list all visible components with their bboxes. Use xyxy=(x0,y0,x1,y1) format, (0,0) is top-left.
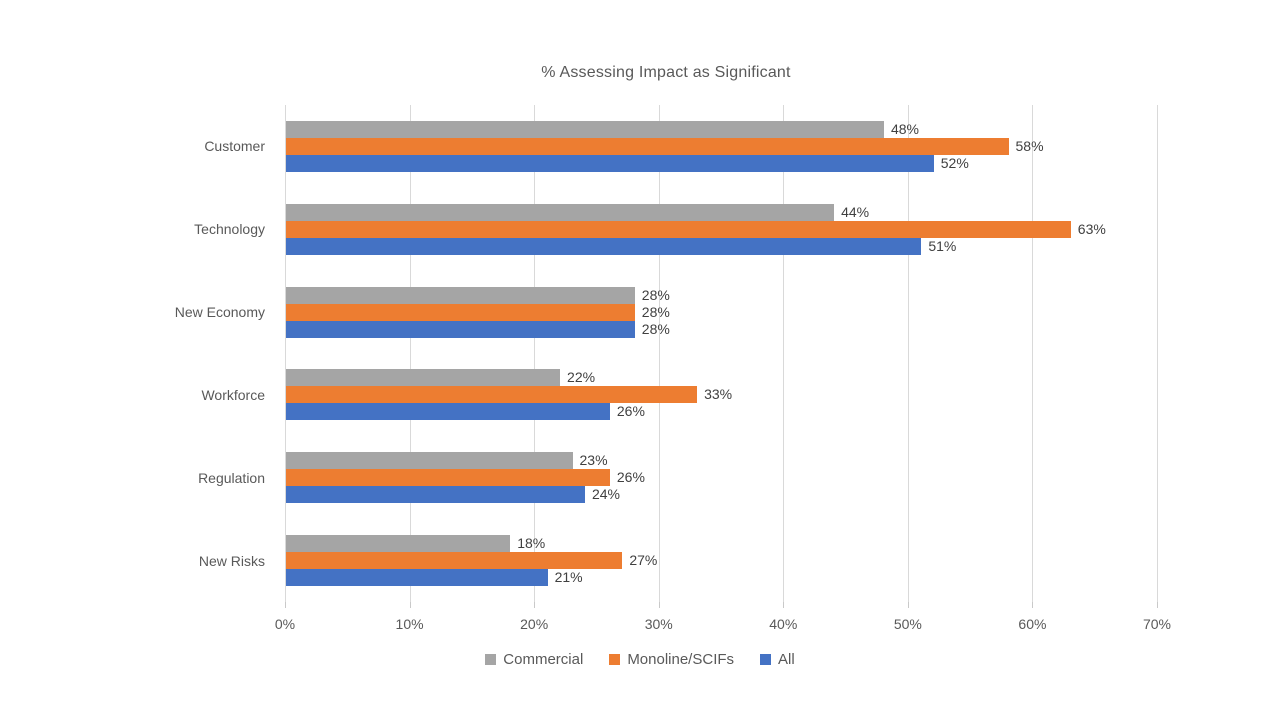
gridline xyxy=(409,105,411,602)
x-axis-label: 50% xyxy=(893,616,922,632)
bar-all xyxy=(286,403,610,421)
x-axis-label: 0% xyxy=(274,616,296,632)
gridline xyxy=(907,105,909,602)
chart-title: % Assessing Impact as Significant xyxy=(541,64,791,81)
bar-all xyxy=(286,154,934,172)
category-label: Customer xyxy=(204,138,265,155)
data-label: 33% xyxy=(704,386,733,403)
legend-swatch-monoline-scifs xyxy=(609,654,621,665)
data-label: 58% xyxy=(1015,137,1044,154)
data-label: 27% xyxy=(629,552,658,569)
gridline xyxy=(783,105,785,602)
data-label: 48% xyxy=(890,120,919,137)
data-label: 52% xyxy=(940,154,969,171)
data-label: 51% xyxy=(928,237,957,254)
bar-all xyxy=(286,486,585,504)
category-label: New Risks xyxy=(198,552,265,569)
legend-label: All xyxy=(778,651,795,668)
data-label: 24% xyxy=(591,486,620,503)
bar-commercial xyxy=(286,369,561,387)
category-label: New Economy xyxy=(174,304,265,321)
bar-monoline-scifs xyxy=(286,386,698,404)
category-label: Regulation xyxy=(198,469,265,486)
legend: Commercial Monoline/SCIFs All xyxy=(0,651,1280,668)
gridline xyxy=(285,105,286,602)
data-label: 28% xyxy=(641,286,670,303)
x-axis-label: 70% xyxy=(1142,616,1172,632)
gridline xyxy=(658,105,660,602)
x-axis-label: 40% xyxy=(769,616,798,632)
data-label: 26% xyxy=(616,403,645,420)
axis-tick xyxy=(907,602,909,608)
data-label: 23% xyxy=(579,452,608,469)
axis-tick xyxy=(658,602,660,608)
data-label: 28% xyxy=(641,320,670,337)
bar-monoline-scifs xyxy=(286,552,623,570)
x-axis-label: 20% xyxy=(520,616,549,632)
legend-item-commercial: Commercial xyxy=(485,651,583,668)
data-label: 44% xyxy=(841,203,870,220)
axis-tick xyxy=(783,602,785,608)
bar-all xyxy=(286,237,922,255)
gridline xyxy=(1157,105,1158,602)
bar-commercial xyxy=(286,535,511,553)
category-label: Technology xyxy=(194,221,265,238)
gridline xyxy=(1032,105,1034,602)
axis-tick xyxy=(409,602,411,608)
legend-swatch-commercial xyxy=(485,654,497,665)
legend-swatch-all xyxy=(760,654,772,665)
bar-all xyxy=(286,569,548,587)
axis-tick xyxy=(285,602,286,608)
axis-tick xyxy=(1032,602,1034,608)
data-label: 18% xyxy=(517,535,546,552)
data-label: 63% xyxy=(1077,220,1106,237)
bar-commercial xyxy=(286,203,835,221)
data-label: 21% xyxy=(554,569,583,586)
bar-monoline-scifs xyxy=(286,469,610,487)
category-label: Workforce xyxy=(201,386,265,403)
bar-monoline-scifs xyxy=(286,220,1071,238)
legend-label: Commercial xyxy=(503,651,584,668)
bar-all xyxy=(286,320,635,338)
bar-monoline-scifs xyxy=(286,303,635,321)
bar-commercial xyxy=(286,286,635,304)
x-axis-label: 30% xyxy=(644,616,673,632)
x-axis-label: 60% xyxy=(1018,616,1047,632)
bar-monoline-scifs xyxy=(286,137,1009,155)
x-axis-label: 10% xyxy=(395,616,424,632)
gridline xyxy=(534,105,536,602)
bar-commercial xyxy=(286,452,573,470)
axis-tick xyxy=(1157,602,1158,608)
bar-commercial xyxy=(286,120,884,138)
data-label: 22% xyxy=(567,369,596,386)
data-label: 26% xyxy=(616,469,645,486)
legend-item-all: All xyxy=(760,651,795,668)
data-label: 28% xyxy=(641,303,670,320)
axis-tick xyxy=(534,602,536,608)
legend-label: Monoline/SCIFs xyxy=(627,651,735,668)
legend-item-monoline-scifs: Monoline/SCIFs xyxy=(609,651,734,668)
plot-area: 48% 58% 52% 44% 63% 51% 28% 28% 28% 22% 33% 26% 23% 2… xyxy=(285,105,1158,608)
